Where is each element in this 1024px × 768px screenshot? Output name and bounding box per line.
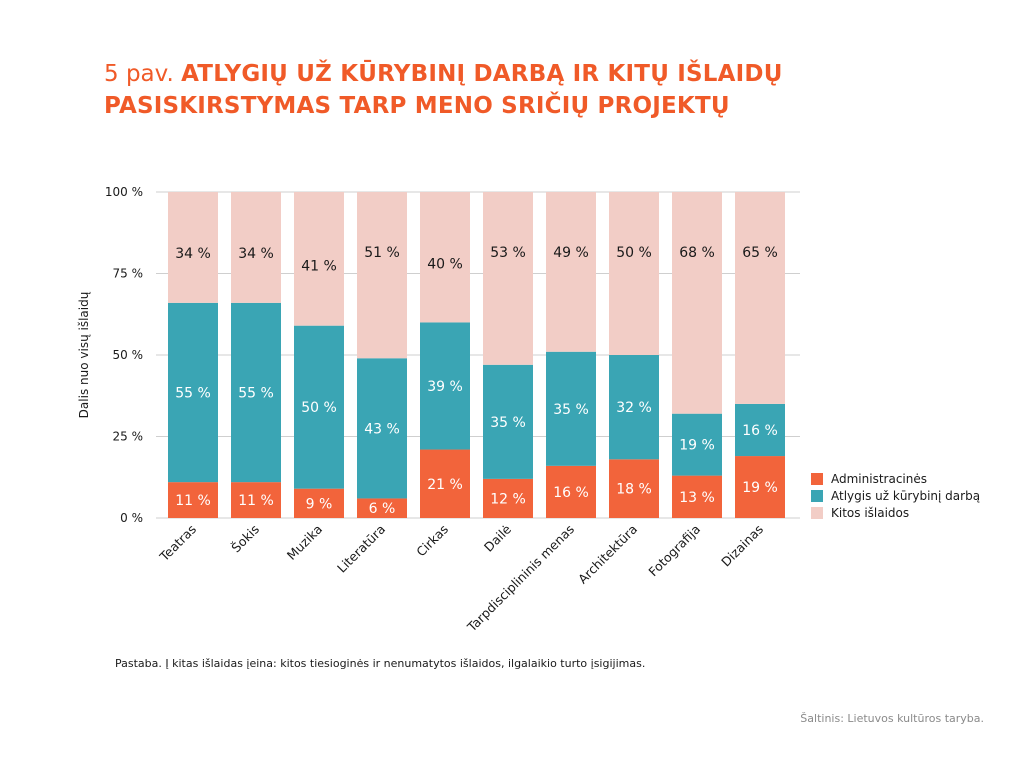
bar-segment (672, 413, 722, 476)
bar-segment (483, 478, 533, 518)
bar-segment (168, 192, 218, 303)
legend-label-creative: Atlygis už kūrybinį darbą (831, 488, 981, 503)
data-label: 6 % (369, 501, 396, 517)
y-tick-label: 100 % (105, 185, 143, 199)
bar-segment (735, 403, 785, 457)
data-label: 34 % (238, 246, 274, 262)
figure-title-text: ATLYGIŲ UŽ KŪRYBINĮ DARBĄ IR KITŲ IŠLAID… (104, 61, 783, 119)
data-label: 65 % (742, 245, 778, 261)
bar-segment (420, 192, 470, 323)
y-tick-label: 50 % (113, 348, 144, 362)
data-label: 35 % (553, 402, 589, 418)
x-tick-label: Teatras (156, 522, 199, 565)
x-tick-label: Dailė (481, 521, 514, 554)
data-label: 19 % (742, 480, 778, 496)
data-label: 9 % (306, 496, 333, 512)
bar-segment (735, 456, 785, 518)
data-label: 51 % (364, 245, 400, 261)
data-label: 13 % (679, 490, 715, 506)
data-label: 68 % (679, 245, 715, 261)
legend-label-other: Kitos išlaidos (831, 505, 910, 520)
source-credit: Šaltinis: Lietuvos kultūros taryba. (800, 712, 984, 725)
bar-segment (357, 358, 407, 499)
y-tick-label: 75 % (113, 267, 144, 281)
data-label: 53 % (490, 245, 526, 261)
data-label: 18 % (616, 482, 652, 498)
x-tick-label: Architektūra (575, 522, 640, 587)
bar-segment (546, 192, 596, 352)
legend-item-creative: Atlygis už kūrybinį darbą (811, 487, 980, 504)
bar-segment (357, 498, 407, 518)
x-tick-label: Literatūra (334, 522, 388, 576)
x-tick-label: Cirkas (413, 522, 451, 560)
legend-swatch-creative (811, 489, 823, 502)
data-label: 41 % (301, 259, 337, 275)
bar-segment (483, 364, 533, 479)
x-tick-label: Fotografija (645, 522, 703, 580)
y-tick-label: 0 % (120, 511, 143, 525)
legend-swatch-admin (811, 472, 823, 485)
bar-segment (609, 355, 659, 460)
figure-title: 5 pav. ATLYGIŲ UŽ KŪRYBINĮ DARBĄ IR KITŲ… (104, 58, 924, 122)
bar-segment (672, 192, 722, 414)
bar-segment (357, 192, 407, 359)
bar-segment (609, 459, 659, 518)
data-label: 34 % (175, 246, 211, 262)
bar-segment (672, 475, 722, 518)
legend-label-admin: Administracinės (831, 471, 927, 486)
bar-segment (294, 325, 344, 489)
bar-segment (735, 192, 785, 404)
x-tick-label: Muzika (284, 522, 325, 563)
data-label: 39 % (427, 379, 463, 395)
data-label: 16 % (553, 485, 589, 501)
data-label: 11 % (238, 493, 274, 509)
legend-swatch-other (811, 506, 823, 519)
bar-segment (168, 302, 218, 483)
data-label: 11 % (175, 493, 211, 509)
data-label: 43 % (364, 421, 400, 437)
y-axis-label: Dalis nuo visų išlaidų (77, 291, 91, 418)
bar-segment (168, 482, 218, 518)
data-label: 19 % (679, 438, 715, 454)
data-label: 49 % (553, 245, 589, 261)
bar-segment (546, 465, 596, 518)
data-label: 50 % (616, 245, 652, 261)
bar-segment (231, 192, 281, 303)
data-label: 55 % (238, 385, 274, 401)
data-label: 50 % (301, 400, 337, 416)
data-label: 16 % (742, 423, 778, 439)
bar-segment (483, 192, 533, 365)
bar-segment (294, 488, 344, 518)
bar-segment (546, 351, 596, 466)
bar-segment (420, 322, 470, 450)
x-tick-label: Šokis (228, 522, 262, 556)
x-tick-label: Tarpdisciplininis menas (463, 522, 577, 636)
bar-segment (294, 192, 344, 326)
y-tick-label: 25 % (113, 430, 144, 444)
data-label: 55 % (175, 385, 211, 401)
chart-legend: Administracinės Atlygis už kūrybinį darb… (811, 470, 980, 521)
bar-segment (231, 482, 281, 518)
bar-segment (231, 302, 281, 483)
footnote: Pastaba. Į kitas išlaidas įeina: kitos t… (115, 657, 646, 670)
legend-item-other: Kitos išlaidos (811, 504, 980, 521)
data-label: 32 % (616, 400, 652, 416)
x-tick-label: Dizainas (718, 522, 766, 570)
figure-number: 5 pav. (104, 61, 174, 87)
data-label: 35 % (490, 415, 526, 431)
data-label: 21 % (427, 477, 463, 493)
bar-segment (609, 192, 659, 355)
legend-item-admin: Administracinės (811, 470, 980, 487)
bar-segment (420, 449, 470, 518)
data-label: 40 % (427, 257, 463, 273)
data-label: 12 % (490, 491, 526, 507)
